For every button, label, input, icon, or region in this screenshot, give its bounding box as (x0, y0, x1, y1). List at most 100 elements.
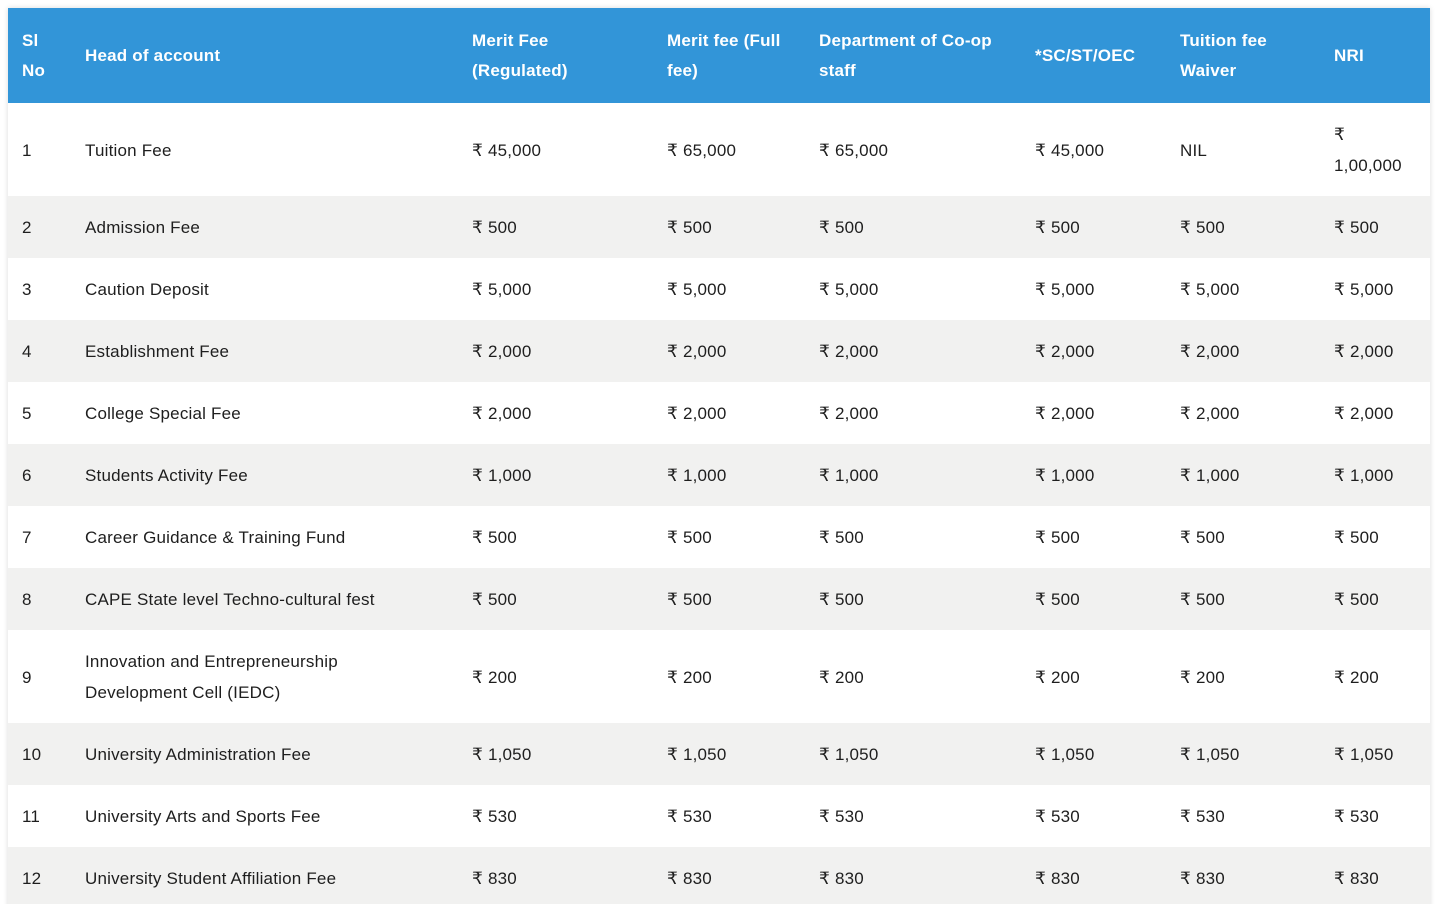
table-row: 7 Career Guidance & Training Fund ₹ 500 ₹ 5… (8, 506, 1430, 568)
cell-sl: 11 (8, 785, 71, 847)
cell-head: Tuition Fee (71, 103, 458, 196)
cell-nri: ₹ 500 (1320, 506, 1430, 568)
table-row: 11 University Arts and Sports Fee ₹ 530 ₹ 5… (8, 785, 1430, 847)
cell-merit_full: ₹ 65,000 (653, 103, 805, 196)
cell-sl: 4 (8, 320, 71, 382)
table-row: 5 College Special Fee ₹ 2,000 ₹ 2,000 ₹ 2,00… (8, 382, 1430, 444)
cell-merit_full: ₹ 5,000 (653, 258, 805, 320)
table-row: 4 Establishment Fee ₹ 2,000 ₹ 2,000 ₹ 2,000 ₹… (8, 320, 1430, 382)
cell-head: Caution Deposit (71, 258, 458, 320)
cell-sl: 5 (8, 382, 71, 444)
cell-tuition_waiver: ₹ 500 (1166, 196, 1320, 258)
cell-sl: 12 (8, 847, 71, 904)
cell-merit_regulated: ₹ 830 (458, 847, 653, 904)
cell-head: College Special Fee (71, 382, 458, 444)
cell-merit_full: ₹ 2,000 (653, 320, 805, 382)
table-body: 1 Tuition Fee ₹ 45,000 ₹ 65,000 ₹ 65,000 ₹ 45… (8, 103, 1430, 904)
cell-sl: 3 (8, 258, 71, 320)
cell-sc_st_oec: ₹ 2,000 (1021, 382, 1166, 444)
cell-nri: ₹ 830 (1320, 847, 1430, 904)
table-row: 1 Tuition Fee ₹ 45,000 ₹ 65,000 ₹ 65,000 ₹ 45… (8, 103, 1430, 196)
cell-sc_st_oec: ₹ 500 (1021, 506, 1166, 568)
cell-sl: 2 (8, 196, 71, 258)
table-row: 3 Caution Deposit ₹ 5,000 ₹ 5,000 ₹ 5,000 ₹ 5… (8, 258, 1430, 320)
cell-merit_full: ₹ 500 (653, 506, 805, 568)
cell-nri: ₹ 1,050 (1320, 723, 1430, 785)
cell-sl: 8 (8, 568, 71, 630)
cell-nri: ₹ 1,00,000 (1320, 103, 1430, 196)
table-row: 6 Students Activity Fee ₹ 1,000 ₹ 1,000 ₹ 1,… (8, 444, 1430, 506)
column-header-head: Head of account (71, 8, 458, 103)
cell-merit_regulated: ₹ 5,000 (458, 258, 653, 320)
cell-tuition_waiver: ₹ 2,000 (1166, 320, 1320, 382)
column-header-merit_full: Merit fee (Full fee) (653, 8, 805, 103)
table-row: 2 Admission Fee ₹ 500 ₹ 500 ₹ 500 ₹ 500 ₹ 500 ₹… (8, 196, 1430, 258)
column-header-sc_st_oec: *SC/ST/OEC (1021, 8, 1166, 103)
cell-merit_regulated: ₹ 1,050 (458, 723, 653, 785)
cell-nri: ₹ 530 (1320, 785, 1430, 847)
cell-tuition_waiver: ₹ 2,000 (1166, 382, 1320, 444)
cell-tuition_waiver: NIL (1166, 103, 1320, 196)
cell-tuition_waiver: ₹ 500 (1166, 506, 1320, 568)
cell-merit_full: ₹ 200 (653, 630, 805, 723)
cell-coop_staff: ₹ 1,000 (805, 444, 1021, 506)
cell-merit_regulated: ₹ 500 (458, 506, 653, 568)
column-header-coop_staff: Department of Co-op staff (805, 8, 1021, 103)
cell-sc_st_oec: ₹ 830 (1021, 847, 1166, 904)
cell-sc_st_oec: ₹ 500 (1021, 568, 1166, 630)
cell-merit_regulated: ₹ 500 (458, 568, 653, 630)
cell-coop_staff: ₹ 200 (805, 630, 1021, 723)
table-row: 8 CAPE State level Techno-cultural fest ₹ … (8, 568, 1430, 630)
cell-merit_full: ₹ 500 (653, 568, 805, 630)
cell-merit_regulated: ₹ 200 (458, 630, 653, 723)
column-header-nri: NRI (1320, 8, 1430, 103)
column-header-tuition_waiver: Tuition fee Waiver (1166, 8, 1320, 103)
cell-head: Admission Fee (71, 196, 458, 258)
cell-sc_st_oec: ₹ 1,050 (1021, 723, 1166, 785)
cell-nri: ₹ 5,000 (1320, 258, 1430, 320)
table-header: Sl No Head of account Merit Fee (Regulated… (8, 8, 1430, 103)
cell-merit_full: ₹ 1,050 (653, 723, 805, 785)
cell-sc_st_oec: ₹ 1,000 (1021, 444, 1166, 506)
cell-coop_staff: ₹ 1,050 (805, 723, 1021, 785)
cell-tuition_waiver: ₹ 830 (1166, 847, 1320, 904)
cell-sc_st_oec: ₹ 200 (1021, 630, 1166, 723)
cell-nri: ₹ 200 (1320, 630, 1430, 723)
cell-sl: 7 (8, 506, 71, 568)
cell-sl: 10 (8, 723, 71, 785)
cell-coop_staff: ₹ 500 (805, 568, 1021, 630)
cell-merit_regulated: ₹ 45,000 (458, 103, 653, 196)
table-row: 10 University Administration Fee ₹ 1,050 ₹ … (8, 723, 1430, 785)
cell-head: University Student Affiliation Fee (71, 847, 458, 904)
cell-sc_st_oec: ₹ 530 (1021, 785, 1166, 847)
cell-tuition_waiver: ₹ 5,000 (1166, 258, 1320, 320)
cell-merit_regulated: ₹ 500 (458, 196, 653, 258)
fee-table-card: Sl No Head of account Merit Fee (Regulated… (8, 8, 1430, 904)
cell-sl: 6 (8, 444, 71, 506)
cell-merit_full: ₹ 2,000 (653, 382, 805, 444)
cell-head: Innovation and Entrepreneurship Developm… (71, 630, 458, 723)
cell-tuition_waiver: ₹ 1,000 (1166, 444, 1320, 506)
cell-head: CAPE State level Techno-cultural fest (71, 568, 458, 630)
cell-merit_full: ₹ 500 (653, 196, 805, 258)
table-row: 9 Innovation and Entrepreneurship Develop… (8, 630, 1430, 723)
cell-nri: ₹ 1,000 (1320, 444, 1430, 506)
cell-coop_staff: ₹ 5,000 (805, 258, 1021, 320)
cell-head: University Administration Fee (71, 723, 458, 785)
cell-merit_regulated: ₹ 2,000 (458, 382, 653, 444)
cell-sc_st_oec: ₹ 2,000 (1021, 320, 1166, 382)
cell-tuition_waiver: ₹ 500 (1166, 568, 1320, 630)
cell-head: Establishment Fee (71, 320, 458, 382)
cell-coop_staff: ₹ 65,000 (805, 103, 1021, 196)
cell-sl: 9 (8, 630, 71, 723)
cell-sl: 1 (8, 103, 71, 196)
table-row: 12 University Student Affiliation Fee ₹ 83… (8, 847, 1430, 904)
cell-merit_regulated: ₹ 530 (458, 785, 653, 847)
cell-head: Students Activity Fee (71, 444, 458, 506)
cell-merit_full: ₹ 830 (653, 847, 805, 904)
cell-merit_regulated: ₹ 1,000 (458, 444, 653, 506)
cell-nri: ₹ 2,000 (1320, 382, 1430, 444)
column-header-merit_regulated: Merit Fee (Regulated) (458, 8, 653, 103)
cell-nri: ₹ 2,000 (1320, 320, 1430, 382)
